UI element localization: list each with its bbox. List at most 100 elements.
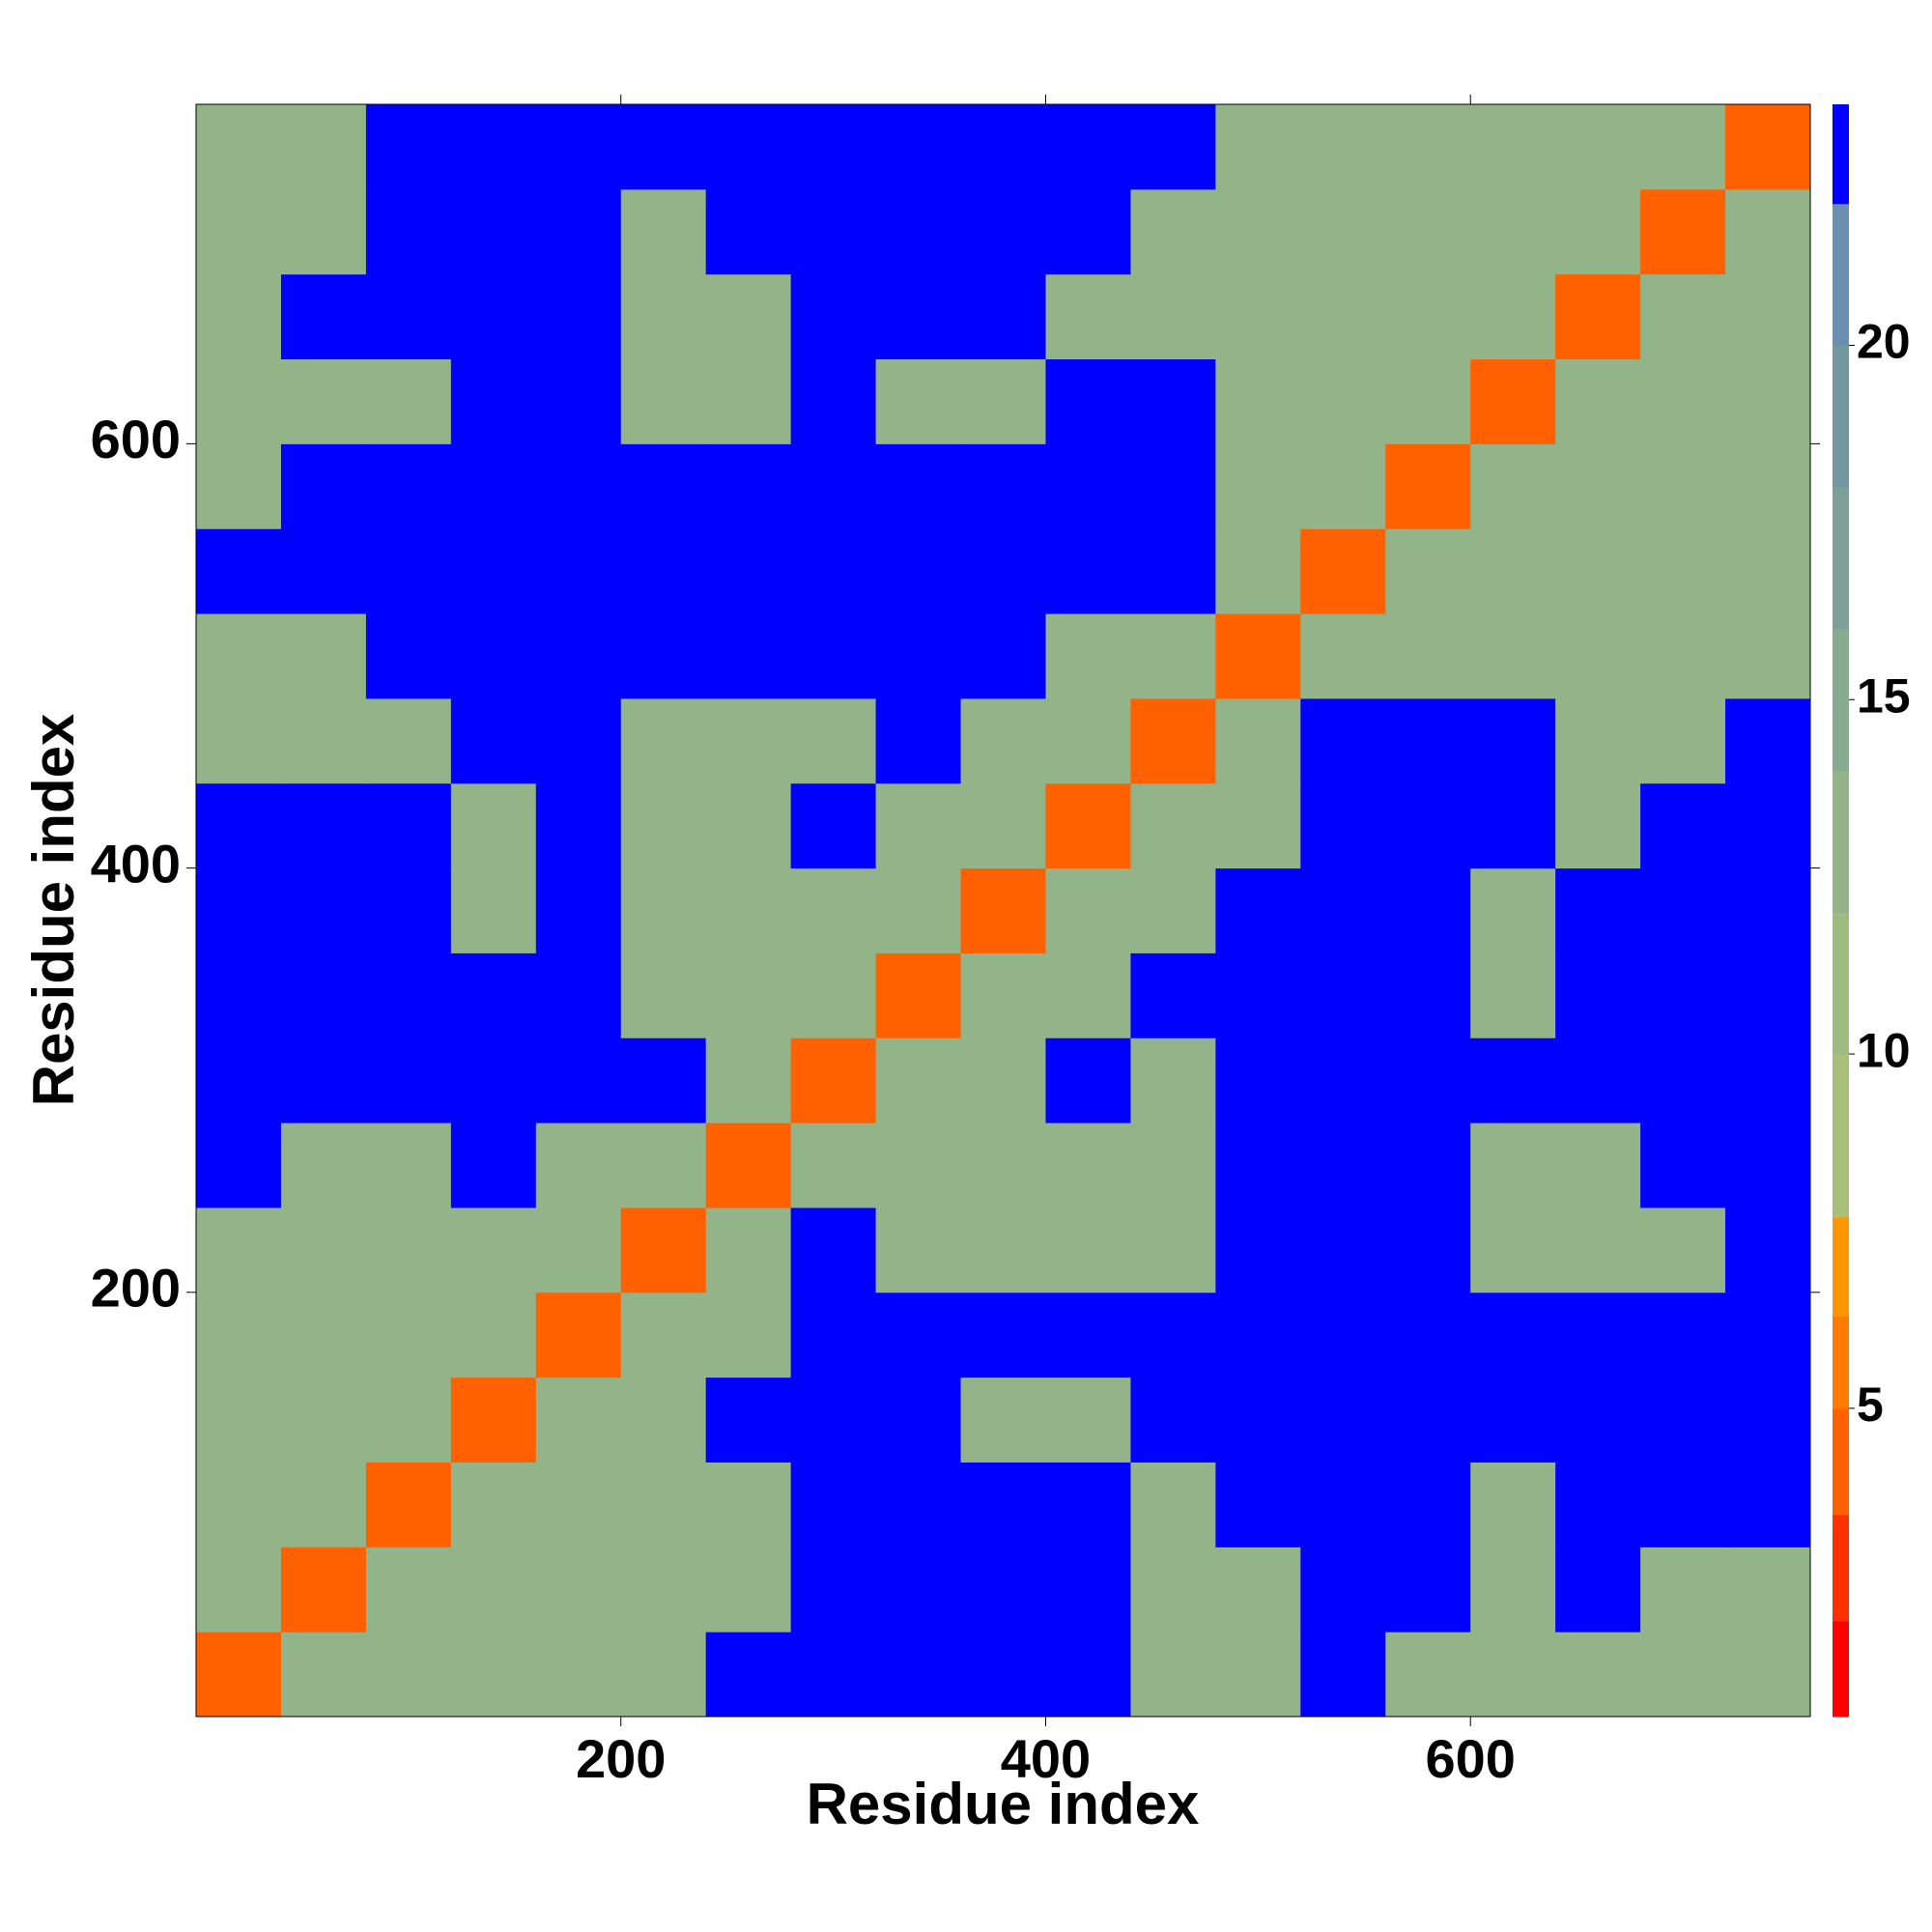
heatmap-cell	[1555, 1377, 1641, 1463]
colorbar-segment	[1833, 1514, 1849, 1622]
heatmap-cell	[705, 1632, 792, 1718]
heatmap-cell	[1725, 273, 1811, 360]
heatmap-cell	[875, 358, 962, 444]
heatmap-cell	[1470, 1207, 1556, 1293]
heatmap-cell	[1470, 1292, 1556, 1378]
heatmap-cell	[1130, 188, 1216, 275]
heatmap-cell	[280, 1462, 367, 1548]
heatmap-cell	[960, 273, 1046, 360]
heatmap-cell	[535, 273, 622, 360]
heatmap-cell	[280, 1207, 367, 1293]
heatmap-cell	[705, 613, 792, 699]
heatmap-cell	[365, 1462, 452, 1548]
heatmap-cell	[960, 782, 1046, 869]
heatmap-cell	[705, 867, 792, 953]
heatmap-cell	[1470, 188, 1556, 275]
heatmap-cell	[535, 782, 622, 869]
heatmap-cell	[365, 613, 452, 699]
heatmap-cell	[1130, 1462, 1216, 1548]
heatmap-cell	[1470, 1547, 1556, 1633]
plot-frame	[195, 103, 1811, 1718]
heatmap-cell	[1725, 528, 1811, 614]
colorbar-segment	[1833, 203, 1849, 346]
heatmap-cell	[790, 1122, 877, 1208]
heatmap-cell	[790, 104, 877, 190]
heatmap-cell	[1385, 188, 1471, 275]
heatmap-cell	[960, 952, 1046, 1038]
heatmap-cell	[1385, 1377, 1471, 1463]
heatmap-cell	[620, 1292, 707, 1378]
heatmap-cell	[450, 1632, 537, 1718]
heatmap-cell	[790, 867, 877, 953]
heatmap-cell	[705, 443, 792, 529]
heatmap-cell	[365, 443, 452, 529]
heatmap-cell	[1640, 1632, 1726, 1718]
heatmap-cell	[1300, 867, 1386, 953]
heatmap-cell	[450, 358, 537, 444]
heatmap-cell	[1640, 952, 1726, 1038]
heatmap-cell	[620, 697, 707, 784]
heatmap-cell	[196, 443, 282, 529]
heatmap-cell	[535, 443, 622, 529]
heatmap-cell	[1300, 1462, 1386, 1548]
heatmap-cell	[1045, 1547, 1131, 1633]
heatmap-cell	[535, 697, 622, 784]
heatmap-cell	[1300, 1122, 1386, 1208]
heatmap-cell	[365, 1122, 452, 1208]
heatmap-cell	[790, 1037, 877, 1123]
y-tick-label: 400	[91, 833, 181, 894]
heatmap-cell	[1555, 528, 1641, 614]
heatmap-cell	[875, 1207, 962, 1293]
heatmap-cell	[1470, 1632, 1556, 1718]
heatmap-cell	[960, 1377, 1046, 1463]
heatmap-cell	[535, 1122, 622, 1208]
y-tick-label: 200	[91, 1258, 181, 1319]
heatmap-cell	[620, 1462, 707, 1548]
heatmap-cell	[1385, 1462, 1471, 1548]
heatmap-cell	[875, 1122, 962, 1208]
heatmap-cell	[960, 1122, 1046, 1208]
heatmap-cell	[1725, 1037, 1811, 1123]
heatmap-cell	[365, 104, 452, 190]
heatmap-cell	[875, 1292, 962, 1378]
heatmap-cell	[790, 697, 877, 784]
heatmap-cell	[790, 358, 877, 444]
heatmap-cell	[196, 188, 282, 275]
heatmap-cell	[705, 188, 792, 275]
heatmap-cell	[1640, 188, 1726, 275]
heatmap-cell	[1045, 528, 1131, 614]
heatmap-cell	[1555, 1632, 1641, 1718]
heatmap-cell	[365, 1292, 452, 1378]
heatmap-cell	[1130, 1377, 1216, 1463]
heatmap-cell	[705, 1037, 792, 1123]
heatmap-cell	[1130, 782, 1216, 869]
heatmap-cell	[960, 1037, 1046, 1123]
heatmap-cell	[1300, 104, 1386, 190]
heatmap-cell	[1385, 952, 1471, 1038]
heatmap-cell	[705, 1547, 792, 1633]
x-tick-label: 200	[576, 1728, 666, 1789]
heatmap-cell	[1385, 528, 1471, 614]
heatmap-cell	[960, 1207, 1046, 1293]
colorbar-segment	[1833, 1054, 1849, 1218]
heatmap-cell	[875, 1632, 962, 1718]
heatmap-cell	[1640, 1292, 1726, 1378]
heatmap-cell	[620, 1547, 707, 1633]
heatmap-cell	[280, 1377, 367, 1463]
heatmap-cell	[875, 1462, 962, 1548]
heatmap-cell	[1300, 1547, 1386, 1633]
heatmap-cell	[1300, 1292, 1386, 1378]
heatmap-cell	[196, 1547, 282, 1633]
heatmap-cell	[1555, 1547, 1641, 1633]
heatmap-cell	[1725, 358, 1811, 444]
heatmap-cell	[705, 1122, 792, 1208]
colorbar-segment	[1833, 104, 1849, 205]
heatmap-cell	[196, 782, 282, 869]
heatmap-cell	[450, 443, 537, 529]
heatmap-cell	[1215, 1292, 1301, 1378]
heatmap-cell	[1470, 782, 1556, 869]
heatmap-cell	[790, 1207, 877, 1293]
heatmap-cell	[1470, 443, 1556, 529]
heatmap-cell	[875, 697, 962, 784]
heatmap-cell	[1640, 697, 1726, 784]
